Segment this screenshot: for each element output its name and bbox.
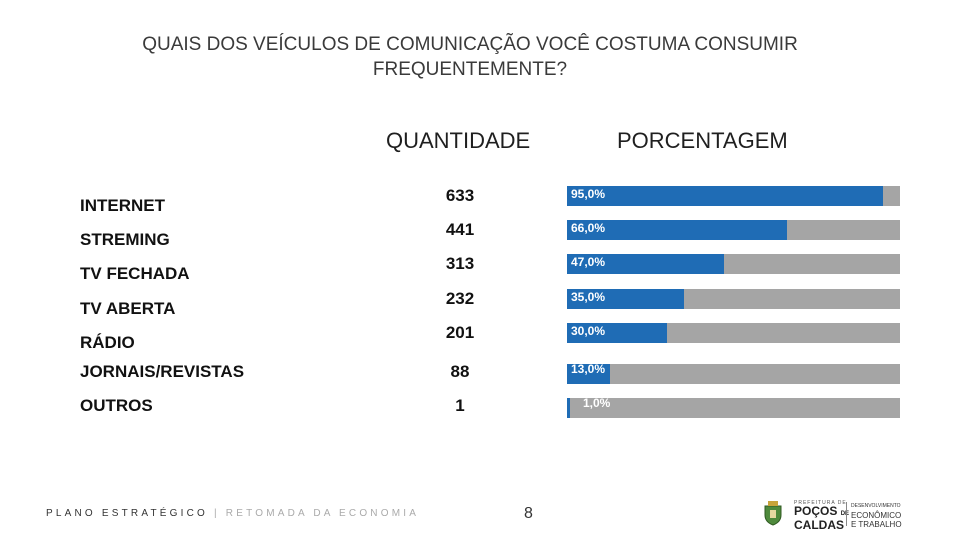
quantity-value: 1 [455,396,465,415]
category-label: TV FECHADA [80,264,190,283]
percentage-column-header: PORCENTAGEM [617,128,788,153]
bar-value-label: 95,0% [571,187,606,201]
bar-value-label: 30,0% [571,324,606,338]
footer-plan-text: PLANO ESTRATÉGICO | RETOMADA DA ECONOMIA [46,508,419,519]
chart-row: TV FECHADA 313 47,0% [0,252,960,286]
bar [567,323,667,343]
quantity-column-header: QUANTIDADE [386,128,531,153]
bar [567,254,724,274]
bar-track: 13,0% [567,362,900,384]
quantity-value: 88 [450,362,470,381]
quantity-value: 441 [445,220,475,239]
bar-track: 35,0% [567,289,900,309]
quantity-value: 201 [445,323,475,342]
bar-value-label: 13,0% [571,362,606,376]
quantity-value: 633 [445,186,475,205]
bar-track: 47,0% [567,254,900,274]
footer-subtitle: RETOMADA DA ECONOMIA [225,508,420,519]
bar [567,220,787,240]
quantity-value: 313 [445,254,475,273]
bar [567,364,610,384]
bar-track: 95,0% [567,186,900,206]
logo-city-name: POÇOS DE CALDAS [794,504,850,532]
bar-track: 30,0% [567,323,900,343]
chart-row: OUTROS 1 1,0% [0,390,960,424]
logo-department: DESENVOLVIMENTO ECONÔMICO E TRABALHO [851,502,902,529]
bar [567,289,684,309]
logo-city-line2: CALDAS [794,518,844,532]
category-label: STREMING [80,230,170,249]
chart-row: STREMING 441 66,0% [0,218,960,252]
city-crest-icon [764,501,782,526]
chart-row: RÁDIO 201 30,0% [0,321,960,355]
chart-row: JORNAIS/REVISTAS 88 13,0% [0,356,960,390]
logo-dept-line3: E TRABALHO [851,520,902,529]
category-label: OUTROS [80,396,153,415]
chart-title: QUAIS DOS VEÍCULOS DE COMUNICAÇÃO VOCÊ C… [0,32,940,82]
bar [567,186,883,206]
footer-plan: PLANO ESTRATÉGICO [46,508,209,519]
bar [567,398,570,418]
page-number: 8 [524,505,533,522]
quantity-value: 232 [445,289,475,308]
footer-separator: | [214,508,220,519]
bar-value-label: 66,0% [571,221,606,235]
category-label: RÁDIO [80,333,135,352]
category-label: TV ABERTA [80,299,176,318]
bar-track: 1,0% [567,396,900,418]
city-logo: PREFEITURA DE POÇOS DE CALDAS DESENVOLVI… [762,500,922,532]
logo-divider [846,502,847,526]
logo-dept-line1: DESENVOLVIMENTO [851,503,901,509]
bar-value-label: 35,0% [571,290,606,304]
category-label: INTERNET [80,196,165,215]
logo-city-de: DE [840,511,850,517]
bar-track: 66,0% [567,220,900,240]
bar-value-label: 1,0% [583,396,611,410]
chart-row: INTERNET 633 95,0% [0,184,960,218]
chart-title-line1: QUAIS DOS VEÍCULOS DE COMUNICAÇÃO VOCÊ C… [142,34,798,55]
category-label: JORNAIS/REVISTAS [80,362,245,381]
bar-value-label: 47,0% [571,255,606,269]
logo-city-line1: POÇOS [794,504,838,518]
logo-dept-line2: ECONÔMICO [851,511,902,520]
chart-title-line2: FREQUENTEMENTE? [372,59,568,80]
chart-row: TV ABERTA 232 35,0% [0,287,960,321]
logo-top-text: PREFEITURA DE [794,500,847,506]
